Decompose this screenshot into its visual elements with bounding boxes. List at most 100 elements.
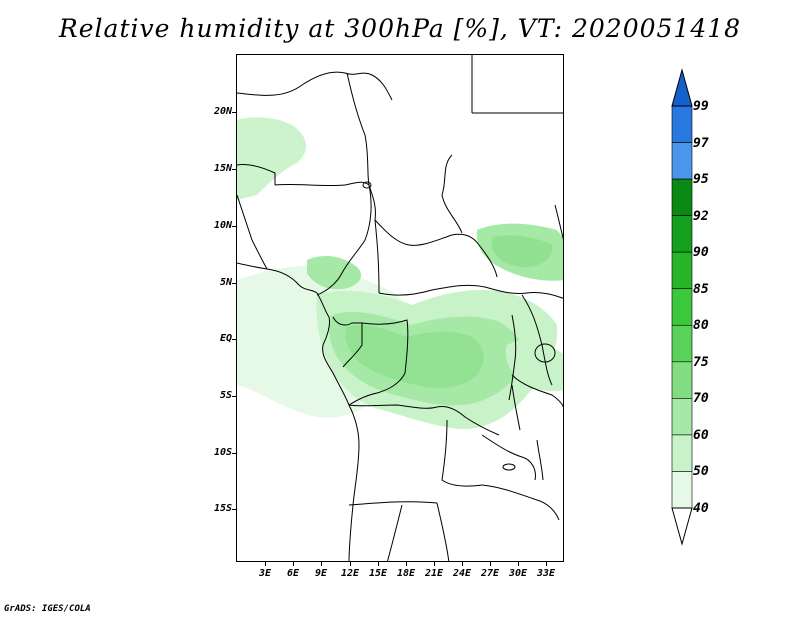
lon-label-15e: 15E (368, 568, 388, 579)
colorbar-label: 85 (693, 281, 709, 297)
colorbar-segment (671, 178, 693, 216)
colorbar-label: 40 (693, 501, 709, 516)
lat-label-eq: EQ (219, 333, 232, 344)
lon-tick (462, 562, 463, 566)
lat-tick (232, 112, 236, 113)
border-drc-uganda (508, 314, 517, 401)
lon-tick (378, 562, 379, 566)
lon-label-3e: 3E (258, 568, 272, 579)
colorbar-label: 80 (693, 318, 709, 334)
lat-tick (232, 509, 236, 510)
humidity-region-east-2 (492, 235, 553, 267)
country-borders (237, 55, 563, 561)
humidity-region-core-2 (345, 325, 484, 389)
lon-tick (518, 562, 519, 566)
lake-tanganyika (511, 384, 521, 431)
humidity-region-west-coast (237, 117, 307, 200)
lat-tick (232, 396, 236, 397)
colorbar-segment (671, 142, 693, 180)
lon-label-30e: 30E (508, 568, 528, 579)
colorbar-label: 99 (693, 99, 709, 114)
colorbar-segment (671, 215, 693, 253)
lon-label-18e: 18E (396, 568, 416, 579)
lat-label-15n: 15N (213, 163, 232, 174)
border-angola-namibia (348, 501, 438, 506)
border-niger-nigeria (274, 181, 370, 187)
colorbar-label: 97 (693, 135, 709, 151)
colorbar-segment (671, 434, 693, 472)
lon-tick (490, 562, 491, 566)
colorbar-segments (671, 105, 693, 509)
lat-tick (232, 453, 236, 454)
grads-credit: GrADS: IGES/COLA (4, 604, 91, 614)
lakes (362, 181, 556, 481)
lake-kariba (502, 463, 516, 471)
lat-label-5n: 5N (219, 277, 232, 288)
humidity-field (237, 117, 563, 430)
lat-label-15s: 15S (213, 503, 232, 514)
lon-label-27e: 27E (480, 568, 500, 579)
colorbar-label: 92 (693, 208, 709, 224)
coastline-west-africa (237, 262, 360, 561)
colorbar-label: 75 (693, 354, 709, 370)
lat-tick (232, 339, 236, 340)
lon-label-12e: 12E (340, 568, 360, 579)
lat-tick (232, 283, 236, 284)
border-mauritania-mali (237, 164, 276, 185)
border-south (436, 502, 450, 561)
colorbar-label: 70 (693, 391, 709, 407)
border-uganda-kenya (521, 294, 553, 386)
border-west-coast-north (237, 194, 268, 270)
colorbar-segment (671, 398, 693, 436)
lake-victoria (534, 343, 556, 363)
border-sudan-chad (441, 154, 463, 234)
lat-label-20n: 20N (213, 106, 232, 117)
lon-tick (406, 562, 407, 566)
colorbar-segment (671, 361, 693, 399)
colorbar-label: 95 (693, 172, 709, 188)
colorbar-label: 90 (693, 245, 709, 261)
colorbar-segment (671, 105, 693, 143)
lake-malawi (536, 439, 544, 481)
lon-label-33e: 33E (536, 568, 556, 579)
border-congo-drc (348, 319, 409, 406)
border-angola-zambia (441, 419, 483, 487)
border-tanzania (511, 374, 563, 408)
lat-label-10n: 10N (213, 220, 232, 231)
map-svg (237, 55, 563, 561)
border-nigeria-cameroon (316, 184, 372, 296)
lon-label-6e: 6E (286, 568, 300, 579)
lat-tick (232, 226, 236, 227)
colorbar-segment (671, 288, 693, 326)
lon-tick (546, 562, 547, 566)
border-car-drc (378, 284, 563, 299)
colorbar-bottom-arrow (671, 507, 693, 546)
colorbar-label: 60 (693, 427, 709, 443)
lon-tick (321, 562, 322, 566)
lat-label-10s: 10S (213, 447, 232, 458)
lon-label-21e: 21E (424, 568, 444, 579)
border-zambia-mozambique (481, 484, 560, 521)
colorbar-top-arrow (671, 68, 693, 107)
lon-label-9e: 9E (314, 568, 328, 579)
lat-label-5s: 5S (219, 390, 232, 401)
border-chad-car (374, 219, 498, 278)
border-sudan-ethiopia (554, 204, 563, 240)
colorbar-segment (671, 251, 693, 290)
chart-title: Relative humidity at 300hPa [%], VT: 202… (58, 14, 742, 43)
border-chad-niger (346, 72, 376, 221)
map-plot-area (236, 54, 564, 562)
lon-tick (265, 562, 266, 566)
humidity-region-lakes (505, 340, 563, 392)
colorbar (671, 68, 693, 546)
border-sahara-north (237, 71, 393, 101)
colorbar-segment (671, 471, 693, 509)
lon-tick (434, 562, 435, 566)
colorbar-segment (671, 324, 693, 363)
lake-chad (362, 181, 372, 189)
lon-tick (293, 562, 294, 566)
border-zambia-drc (481, 434, 536, 481)
lat-tick (232, 169, 236, 170)
colorbar-label: 50 (693, 464, 709, 480)
border-namibia-botswana (387, 504, 403, 561)
